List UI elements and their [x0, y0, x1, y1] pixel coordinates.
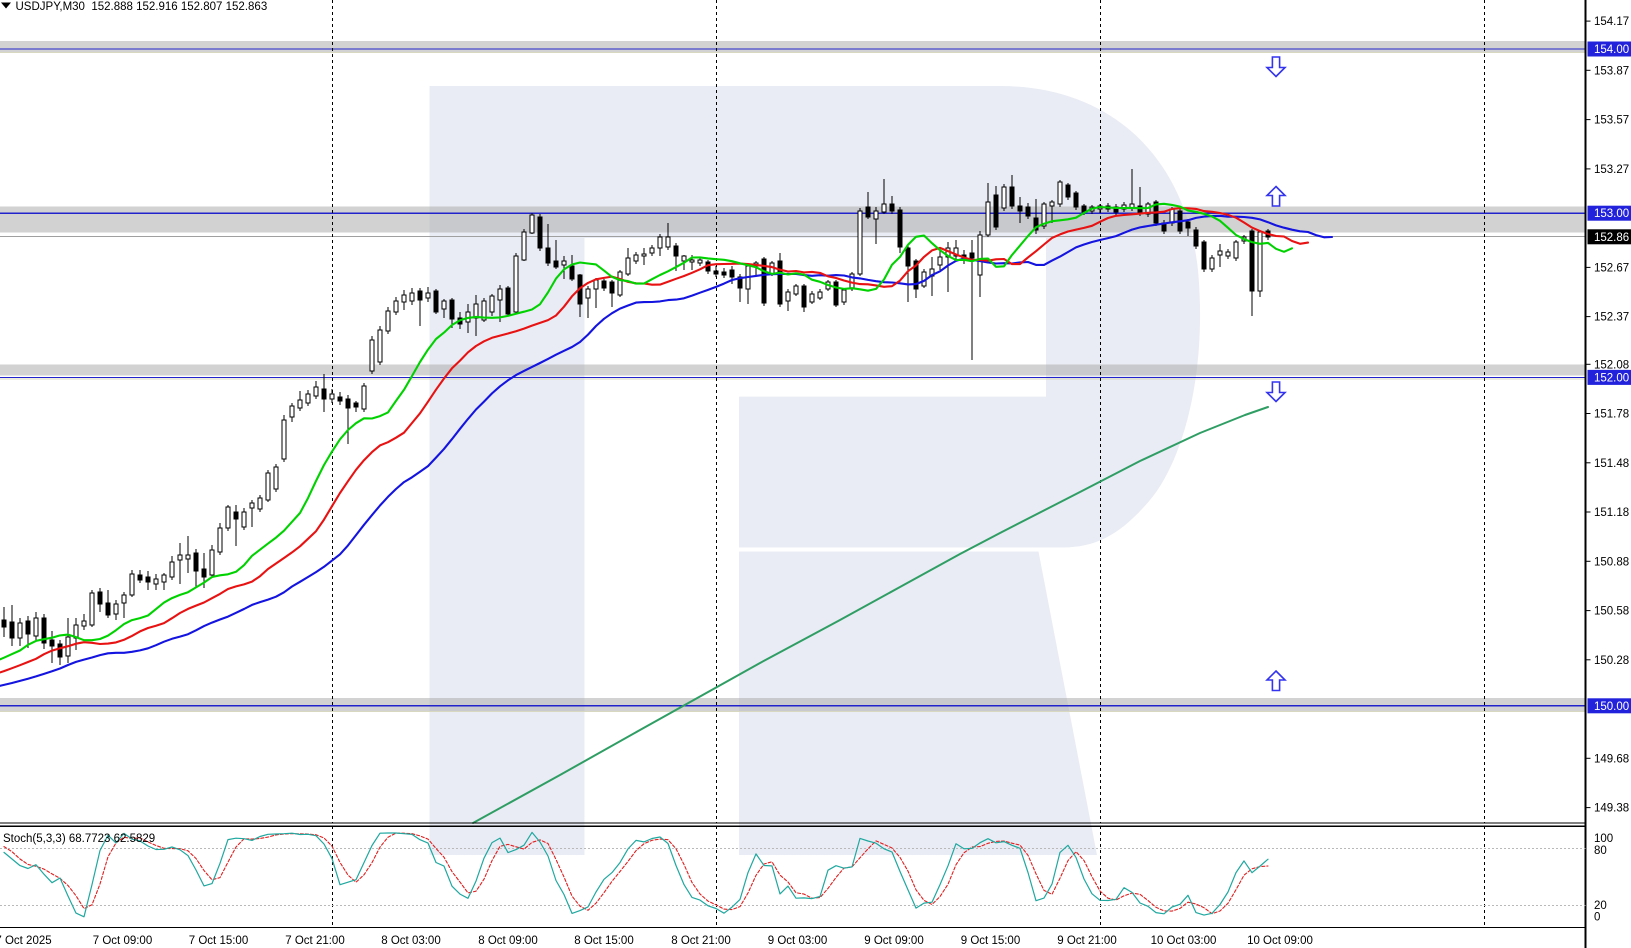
svg-text:9 Oct 09:00: 9 Oct 09:00: [864, 935, 923, 947]
svg-text:0: 0: [1594, 912, 1600, 924]
svg-text:7 Oct 15:00: 7 Oct 15:00: [189, 935, 248, 947]
svg-text:Stoch(5,3,3) 68.7723 62.5829: Stoch(5,3,3) 68.7723 62.5829: [3, 833, 155, 845]
svg-text:7 Oct 2025: 7 Oct 2025: [0, 935, 52, 947]
svg-text:10 Oct 09:00: 10 Oct 09:00: [1247, 935, 1313, 947]
svg-text:151.18: 151.18: [1594, 507, 1629, 519]
svg-text:154.00: 154.00: [1594, 44, 1629, 56]
svg-text:20: 20: [1594, 900, 1607, 912]
svg-text:150.28: 150.28: [1594, 655, 1629, 667]
svg-text:153.87: 153.87: [1594, 65, 1629, 77]
svg-text:153.57: 153.57: [1594, 115, 1629, 127]
svg-text:8 Oct 15:00: 8 Oct 15:00: [574, 935, 633, 947]
svg-text:150.00: 150.00: [1594, 701, 1629, 713]
svg-text:8 Oct 09:00: 8 Oct 09:00: [478, 935, 537, 947]
svg-text:149.68: 149.68: [1594, 753, 1629, 765]
svg-text:150.58: 150.58: [1594, 606, 1629, 618]
svg-text:9 Oct 15:00: 9 Oct 15:00: [961, 935, 1020, 947]
svg-text:152.37: 152.37: [1594, 312, 1629, 324]
svg-text:154.17: 154.17: [1594, 16, 1629, 28]
svg-text:7 Oct 21:00: 7 Oct 21:00: [285, 935, 344, 947]
svg-text:10 Oct 03:00: 10 Oct 03:00: [1151, 935, 1217, 947]
svg-text:151.48: 151.48: [1594, 458, 1629, 470]
svg-text:USDJPY,M30 152.888 152.916 15: USDJPY,M30 152.888 152.916 152.807 152.8…: [16, 1, 268, 13]
svg-text:100: 100: [1594, 833, 1613, 845]
svg-text:9 Oct 21:00: 9 Oct 21:00: [1057, 935, 1116, 947]
svg-text:151.78: 151.78: [1594, 409, 1629, 421]
svg-text:8 Oct 03:00: 8 Oct 03:00: [381, 935, 440, 947]
svg-text:8 Oct 21:00: 8 Oct 21:00: [671, 935, 730, 947]
svg-text:80: 80: [1594, 845, 1607, 857]
svg-text:7 Oct 09:00: 7 Oct 09:00: [93, 935, 152, 947]
svg-text:152.86: 152.86: [1594, 232, 1629, 244]
svg-text:9 Oct 03:00: 9 Oct 03:00: [768, 935, 827, 947]
svg-text:152.67: 152.67: [1594, 262, 1629, 274]
svg-text:153.00: 153.00: [1594, 208, 1629, 220]
svg-text:153.27: 153.27: [1594, 164, 1629, 176]
svg-text:149.38: 149.38: [1594, 803, 1629, 815]
svg-text:152.08: 152.08: [1594, 359, 1629, 371]
svg-text:152.00: 152.00: [1594, 372, 1629, 384]
svg-text:150.88: 150.88: [1594, 556, 1629, 568]
